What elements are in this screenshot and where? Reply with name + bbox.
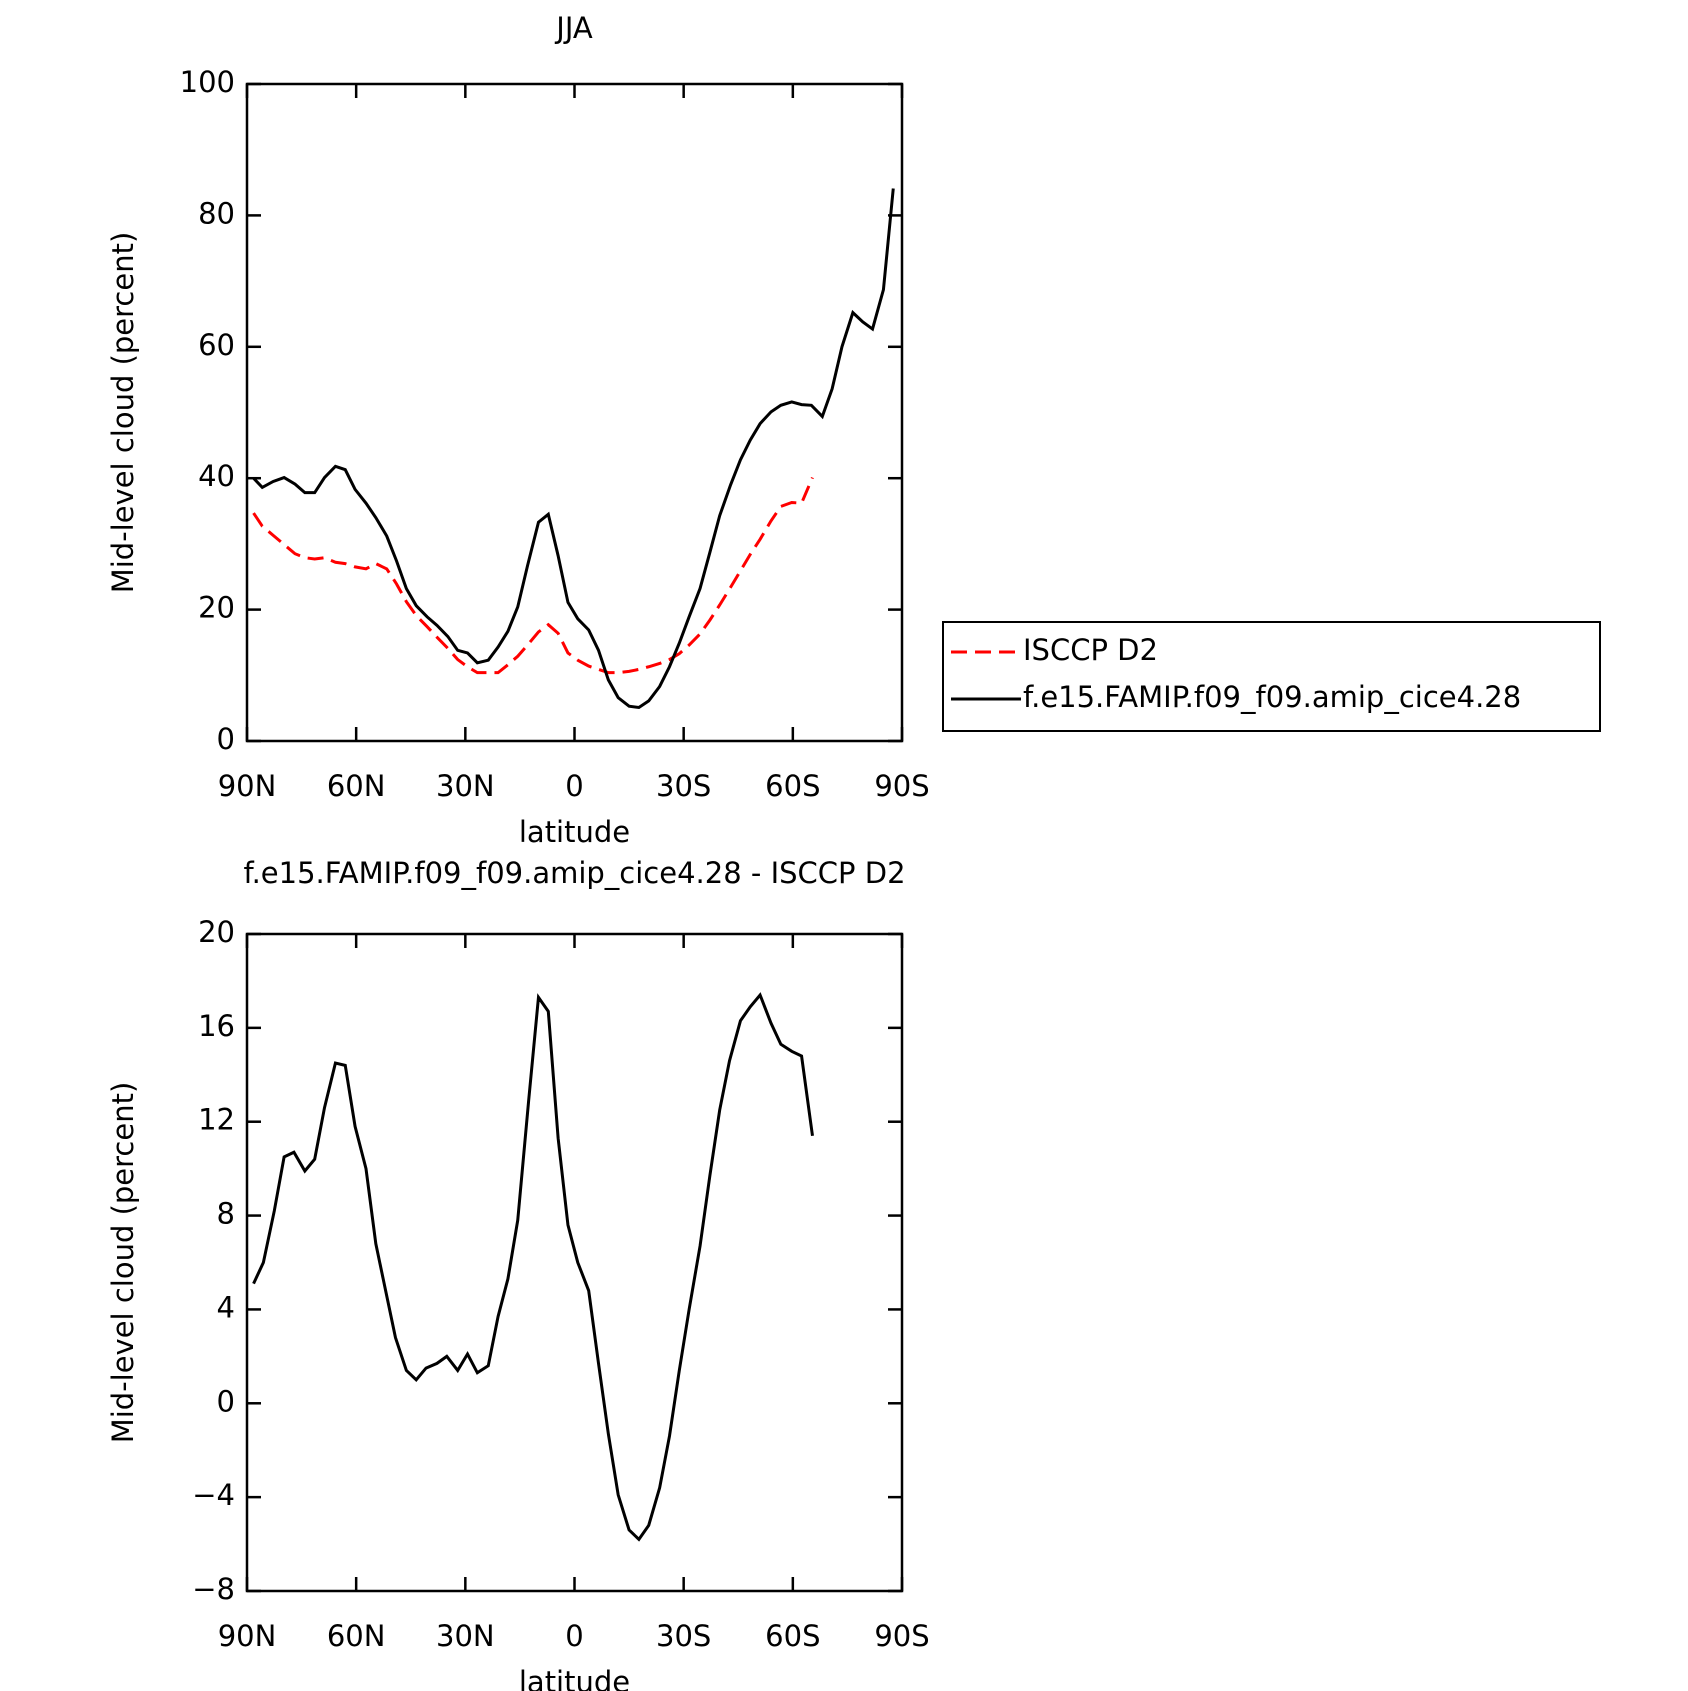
x-tick-label: 30N	[436, 1619, 495, 1653]
legend-box	[942, 621, 1601, 732]
y-tick-label: 16	[198, 1009, 235, 1043]
y-tick-label: 0	[217, 1384, 235, 1418]
y-tick-label: 20	[198, 591, 235, 625]
y-tick-label: −8	[192, 1572, 235, 1606]
x-axis-label: latitude	[519, 1665, 630, 1691]
y-tick-label: 4	[217, 1290, 235, 1324]
x-tick-label: 0	[565, 769, 583, 803]
y-axis-label: Mid-level cloud (percent)	[106, 232, 140, 594]
y-tick-label: 12	[198, 1103, 235, 1137]
x-tick-label: 0	[565, 1619, 583, 1653]
x-tick-label: 90N	[218, 769, 277, 803]
y-tick-label: 0	[217, 722, 235, 756]
plot-frame	[245, 932, 904, 1593]
x-tick-label: 60S	[765, 769, 820, 803]
data-line	[252, 188, 895, 710]
x-tick-label: 30N	[436, 769, 495, 803]
x-tick-label: 30S	[656, 1619, 711, 1653]
x-tick-label: 90S	[874, 1619, 929, 1653]
x-tick-label: 60N	[327, 769, 386, 803]
y-tick-label: 80	[198, 196, 235, 230]
x-axis-label: latitude	[519, 815, 630, 849]
x-tick-label: 90N	[218, 1619, 277, 1653]
y-tick-label: 100	[180, 65, 235, 99]
y-axis-label: Mid-level cloud (percent)	[106, 1082, 140, 1444]
y-tick-label: 20	[198, 915, 235, 949]
x-tick-label: 60N	[327, 1619, 386, 1653]
x-tick-label: 60S	[765, 1619, 820, 1653]
chart-title: JJA	[554, 11, 593, 45]
data-line	[252, 476, 814, 675]
y-tick-label: 8	[217, 1197, 235, 1231]
data-line	[252, 992, 814, 1542]
legend-label: ISCCP D2	[1023, 633, 1158, 667]
plot-frame	[245, 82, 904, 743]
x-tick-label: 90S	[874, 769, 929, 803]
y-tick-label: 60	[198, 328, 235, 362]
chart-title: f.e15.FAMIP.f09_f09.amip_cice4.28 - ISCC…	[243, 856, 905, 890]
y-tick-label: −4	[192, 1478, 235, 1512]
x-tick-label: 30S	[656, 769, 711, 803]
legend-label: f.e15.FAMIP.f09_f09.amip_cice4.28	[1023, 680, 1521, 714]
y-tick-label: 40	[198, 459, 235, 493]
